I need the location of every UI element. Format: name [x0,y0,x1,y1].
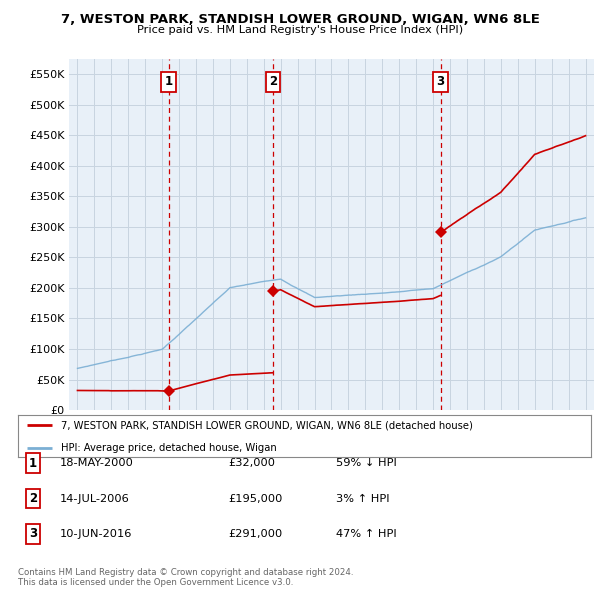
Text: 3: 3 [437,76,445,88]
Text: 59% ↓ HPI: 59% ↓ HPI [336,458,397,468]
Text: 18-MAY-2000: 18-MAY-2000 [60,458,134,468]
Text: £195,000: £195,000 [228,494,283,503]
Text: 14-JUL-2006: 14-JUL-2006 [60,494,130,503]
Text: £291,000: £291,000 [228,529,282,539]
Text: £32,000: £32,000 [228,458,275,468]
Text: 3: 3 [29,527,37,540]
Text: HPI: Average price, detached house, Wigan: HPI: Average price, detached house, Wiga… [61,443,277,453]
Text: 47% ↑ HPI: 47% ↑ HPI [336,529,397,539]
Text: 2: 2 [269,76,277,88]
Text: 3% ↑ HPI: 3% ↑ HPI [336,494,389,503]
Text: 10-JUN-2016: 10-JUN-2016 [60,529,133,539]
Text: 7, WESTON PARK, STANDISH LOWER GROUND, WIGAN, WN6 8LE: 7, WESTON PARK, STANDISH LOWER GROUND, W… [61,13,539,26]
Text: 2: 2 [29,492,37,505]
Text: 7, WESTON PARK, STANDISH LOWER GROUND, WIGAN, WN6 8LE (detached house): 7, WESTON PARK, STANDISH LOWER GROUND, W… [61,421,473,430]
Text: Price paid vs. HM Land Registry's House Price Index (HPI): Price paid vs. HM Land Registry's House … [137,25,463,35]
Text: 1: 1 [164,76,173,88]
Text: Contains HM Land Registry data © Crown copyright and database right 2024.
This d: Contains HM Land Registry data © Crown c… [18,568,353,587]
Text: 1: 1 [29,457,37,470]
